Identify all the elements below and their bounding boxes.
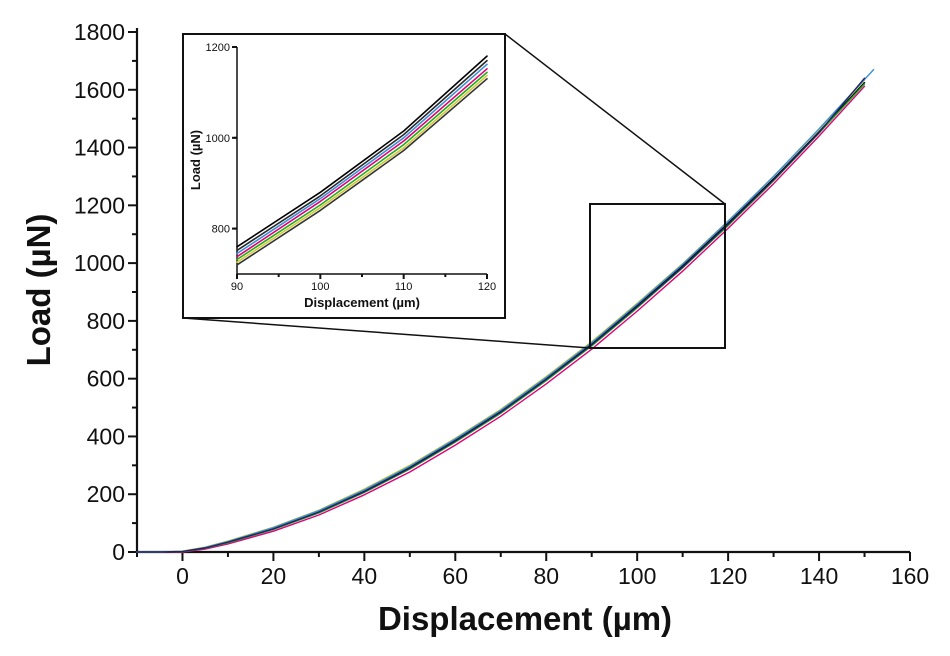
y-tick-label: 0 (112, 539, 125, 565)
x-tick-label: 80 (533, 563, 559, 589)
inset-series-line-3 (236, 71, 488, 261)
inset-y-tick-label: 800 (212, 224, 230, 236)
inset-series (236, 55, 488, 266)
x-axis-title: Displacement (µm) (378, 600, 672, 637)
y-tick-label: 1000 (74, 250, 125, 276)
x-tick-label: 120 (709, 563, 747, 589)
x-tick-label: 20 (261, 563, 287, 589)
inset-y-tick-label: 1200 (206, 42, 230, 54)
x-tick-label: 0 (176, 563, 189, 589)
zoom-region-box (589, 203, 726, 349)
main-series (136, 68, 875, 553)
y-tick-label: 1800 (74, 19, 125, 45)
inset-series-line-6 (236, 78, 488, 266)
inset-ticks: 90 100 110 120 800 1000 1200 (206, 42, 497, 293)
y-tick-label: 1600 (74, 77, 125, 103)
inset-x-tick-label: 90 (231, 281, 243, 293)
y-tick-label: 1400 (74, 135, 125, 161)
y-axis-title: Load (µN) (20, 214, 57, 367)
y-tick-label: 200 (87, 481, 125, 507)
series-line-5 (136, 77, 866, 553)
inset-panel: 90 100 110 120 800 1000 1200 Displacement (µm)… (182, 33, 506, 319)
series-line-1 (136, 85, 866, 553)
x-tick-label: 60 (442, 563, 468, 589)
inset-x-tick-label: 110 (395, 281, 413, 293)
y-tick-label: 600 (87, 366, 125, 392)
inset-y-tick-label: 1000 (206, 133, 230, 145)
y-tick-label: 800 (87, 308, 125, 334)
inset-x-axis-title: Displacement (µm) (304, 295, 420, 310)
x-tick-label: 140 (800, 563, 838, 589)
inset-series-line-1 (236, 59, 488, 252)
inset-frame (182, 33, 506, 319)
inset-x-tick-label: 120 (478, 281, 496, 293)
x-tick-label: 160 (891, 563, 929, 589)
callout-line-bottom (182, 317, 591, 349)
inset-series-line-4 (236, 74, 488, 264)
y-tick-label: 1200 (74, 192, 125, 218)
inset-x-tick-label: 100 (311, 281, 329, 293)
inset-series-line-2 (236, 68, 488, 258)
callout-line-top (504, 33, 726, 205)
inset-y-axis-title: Load (µN) (188, 130, 203, 190)
y-tick-label: 400 (87, 423, 125, 449)
main-ticks: 0 20 40 60 80 100 120 140 1600200400600800100012… (74, 19, 929, 589)
x-tick-label: 100 (618, 563, 656, 589)
inset-series-line-5 (236, 63, 488, 255)
x-tick-label: 40 (352, 563, 378, 589)
inset-series-line-0 (236, 55, 488, 248)
